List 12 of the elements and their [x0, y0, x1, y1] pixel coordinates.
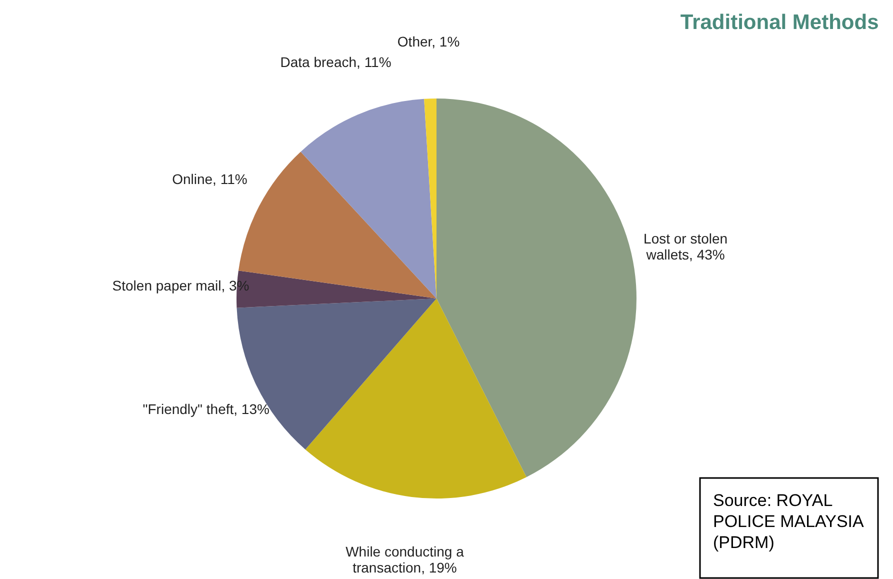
slice-label: "Friendly" theft, 13% — [142, 401, 270, 418]
slice-label: Other, 1% — [397, 34, 460, 50]
pie-slice — [300, 98, 436, 298]
slice-label: Data breach, 11% — [280, 54, 392, 70]
source-note: Source: ROYAL POLICE MALAYSIA (PDRM) — [713, 491, 865, 552]
pie-slice — [436, 98, 636, 478]
pie-slice — [236, 298, 436, 450]
pie-slice — [305, 298, 526, 498]
text: Traditional Methods — [680, 11, 879, 34]
slice-label: Lost or stolen wallets, 43% — [644, 230, 728, 262]
slice-label: Online, 11% — [172, 170, 248, 187]
slice-label: While conducting a transaction, 19% — [346, 544, 464, 576]
